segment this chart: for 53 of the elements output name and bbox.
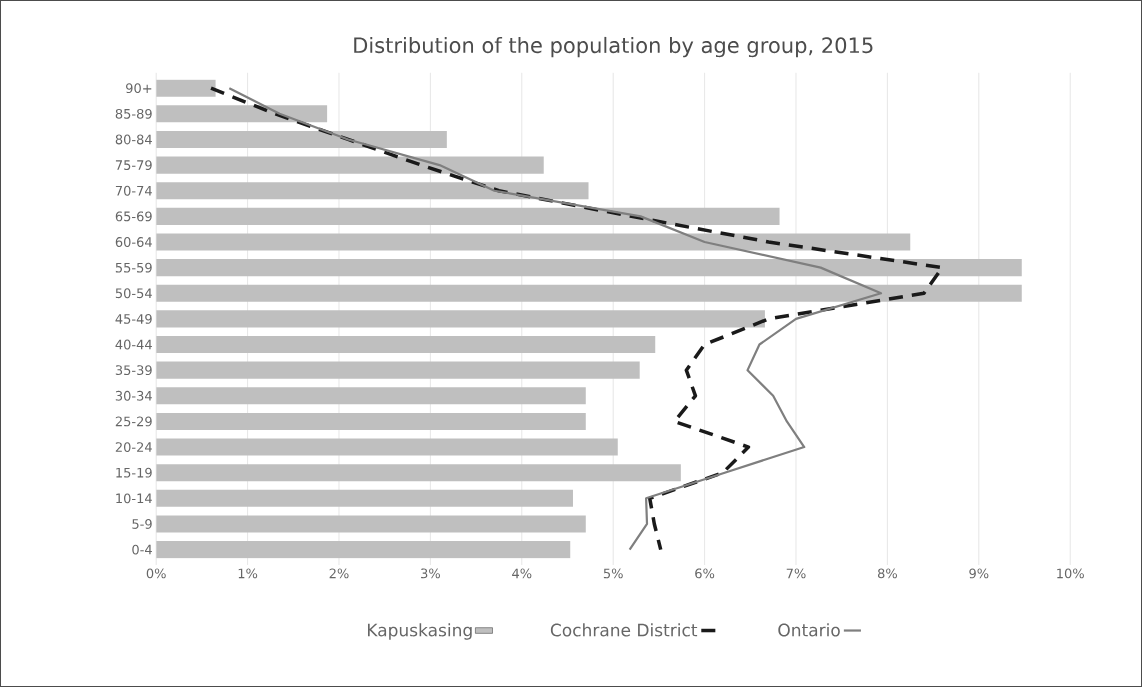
bar [156,105,328,123]
x-tick-label: 6% [695,568,715,579]
chart-title: Distribution of the population by age group, 2015 [354,36,873,58]
bar [156,233,911,251]
x-tick-label: 0% [146,568,166,579]
bar [156,541,571,559]
bar [156,464,681,482]
bar [156,489,573,507]
bar [156,259,1022,277]
bar [156,387,586,405]
x-tick-label: 5% [603,568,623,579]
y-tick-label: 5-9 [132,519,152,529]
y-tick-label: 50-54 [115,288,152,299]
y-tick-label: 60-64 [115,237,152,247]
legend-label: Ontario [778,623,840,637]
y-tick-label: 25-29 [115,416,152,427]
bar [156,412,586,430]
y-tick-label: 20-24 [115,442,152,452]
y-tick-label: 80-84 [115,134,152,145]
y-tick-label: 70-74 [115,185,152,196]
y-tick-label: 15-19 [116,467,152,478]
y-tick-label: 40-44 [115,339,152,350]
y-tick-label: 90+ [126,83,152,94]
x-tick-label: 7% [786,568,806,579]
bar [156,207,780,225]
x-tick-label: 4% [512,568,532,579]
y-tick-label: 0-4 [132,544,152,555]
y-tick-label: 55-59 [115,262,152,273]
x-tick-label: 1% [238,568,258,579]
y-tick-label: 30-34 [115,390,152,401]
x-tick-label: 3% [421,568,440,579]
y-tick-label: 45-49 [115,313,152,324]
bar [156,361,640,379]
y-tick-label: 10-14 [116,493,152,504]
y-tick-label: 85-89 [115,108,152,119]
legend-label: Cochrane District [550,623,698,637]
bar [156,335,656,354]
y-tick-label: 35-39 [115,365,152,376]
x-tick-label: 2% [329,568,349,579]
y-tick-label: 65-69 [115,211,152,222]
legend-label: Kapuskasing [368,623,472,640]
bar [156,79,216,97]
bar [156,438,618,456]
bar [156,284,1022,302]
x-tick-label: 9% [969,568,989,579]
x-tick-label: 10% [1057,568,1084,579]
bar [156,156,544,174]
bar [156,515,586,533]
bar [156,182,589,200]
x-tick-label: 8% [877,568,897,579]
bar [156,310,765,328]
bar [156,130,447,148]
y-tick-label: 75-79 [115,160,152,171]
